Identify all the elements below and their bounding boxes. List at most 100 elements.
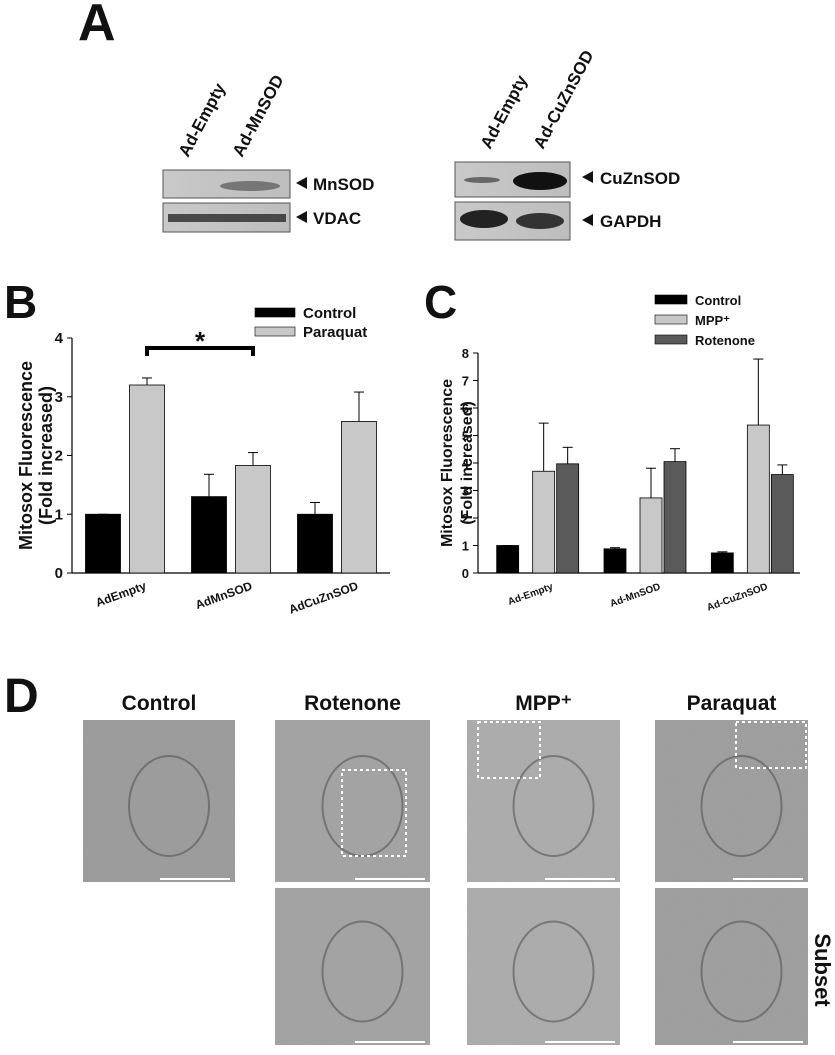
arrow: [582, 171, 593, 183]
error-bar: [777, 464, 788, 475]
error-bar: [248, 452, 258, 466]
x-tick-label: AdCuZnSOD: [287, 579, 360, 617]
organelle: [512, 755, 595, 857]
x-tick-label: AdEmpty: [94, 579, 149, 610]
band-label: VDAC: [313, 209, 361, 228]
legend-label: Rotenone: [695, 333, 755, 348]
bar: [297, 513, 333, 574]
arrow: [296, 211, 307, 223]
legend-label: MPP⁺: [695, 313, 730, 328]
inset-box: [735, 721, 807, 769]
bar: [710, 552, 734, 574]
legend-swatch: [254, 326, 296, 337]
annotation: *: [195, 326, 206, 356]
significance-bracket: [145, 346, 255, 356]
y-axis-label: Mitosox Fluorescence: [439, 379, 456, 547]
blot-signal: [513, 172, 567, 190]
error-bar: [753, 358, 764, 426]
micrograph-texture: [655, 720, 808, 882]
blot-signal: [516, 213, 564, 229]
organelle: [321, 920, 404, 1023]
micrographs: Control Rotenone MPP⁺ Paraquat: [83, 692, 808, 1045]
error-bar: [670, 448, 680, 462]
y-axis-label: (Fold increased): [459, 401, 476, 525]
error-bar: [610, 547, 620, 549]
y-tick-label: 8: [462, 346, 469, 361]
lane-label: Ad-CuZnSOD: [530, 47, 598, 152]
legend-label: Paraquat: [303, 324, 367, 341]
y-tick-label: 6: [462, 401, 469, 416]
band-label: MnSOD: [313, 175, 374, 194]
y-tick-label: 5: [462, 429, 469, 444]
legend-label: Control: [303, 305, 356, 322]
y-tick-label: 7: [462, 374, 469, 389]
lane-label: Ad-Empty: [175, 80, 230, 160]
lane-label: Ad-Empty: [477, 72, 532, 152]
bar: [532, 470, 556, 574]
y-tick-label: 4: [55, 330, 64, 347]
bar: [191, 496, 227, 574]
band-label: GAPDH: [600, 212, 661, 231]
bar: [603, 548, 627, 574]
y-axis-label: Mitosox Fluorescence: [16, 361, 36, 550]
inset-box: [341, 769, 407, 857]
error-bar: [538, 422, 549, 472]
bar: [746, 424, 770, 574]
organelle: [700, 920, 783, 1023]
bar: [85, 513, 121, 574]
bar: [496, 545, 520, 574]
y-axis-label: (Fold increased): [36, 386, 56, 525]
micrograph-texture: [467, 720, 620, 882]
y-tick-label: 4: [462, 456, 470, 471]
legend-swatch: [654, 294, 688, 305]
error-bar: [717, 551, 728, 553]
legend-label: Control: [695, 293, 741, 308]
panel-letter: B: [4, 276, 37, 328]
y-tick-label: 1: [462, 539, 469, 554]
bar: [556, 463, 580, 574]
image-title: Rotenone: [304, 692, 401, 715]
bar: [770, 474, 794, 574]
inset-box: [477, 721, 541, 779]
panel-letter: A: [78, 0, 116, 52]
y-tick-label: 2: [55, 448, 63, 465]
legend-swatch: [254, 307, 296, 318]
error-bar: [310, 502, 320, 515]
blot-signal: [464, 177, 500, 183]
image-title: Control: [122, 692, 197, 715]
error-bar: [562, 446, 573, 464]
micrograph-texture: [467, 888, 620, 1045]
arrow: [582, 214, 593, 226]
organelle: [700, 755, 783, 857]
blot-signal: [220, 181, 280, 191]
y-tick-label: 3: [462, 484, 469, 499]
image-title: MPP⁺: [515, 692, 572, 715]
legend-swatch: [654, 334, 688, 345]
blot-signal: [460, 210, 508, 228]
error-bar: [646, 467, 656, 498]
organelle: [128, 755, 210, 857]
y-tick-label: 3: [55, 389, 63, 406]
band-label: CuZnSOD: [600, 169, 680, 188]
error-bar: [204, 473, 214, 497]
row-label: Subset: [810, 933, 835, 1007]
x-tick-label: AdMnSOD: [193, 579, 254, 613]
panel-letter: C: [424, 276, 457, 328]
blot-signal: [168, 214, 286, 222]
organelle: [512, 920, 595, 1023]
lane-label: Ad-MnSOD: [229, 72, 288, 160]
image-title: Paraquat: [687, 692, 777, 715]
y-tick-label: 0: [462, 566, 469, 581]
micrograph-texture: [275, 888, 430, 1045]
y-tick-label: 2: [462, 511, 469, 526]
x-tick-label: Ad-Empty: [507, 581, 556, 608]
bar: [341, 421, 377, 574]
micrograph-texture: [655, 888, 808, 1045]
micrograph-texture: [83, 720, 235, 882]
error-bar: [142, 377, 152, 385]
micrograph-texture: [275, 720, 430, 882]
y-tick-label: 1: [55, 506, 63, 523]
error-bar: [354, 391, 364, 422]
